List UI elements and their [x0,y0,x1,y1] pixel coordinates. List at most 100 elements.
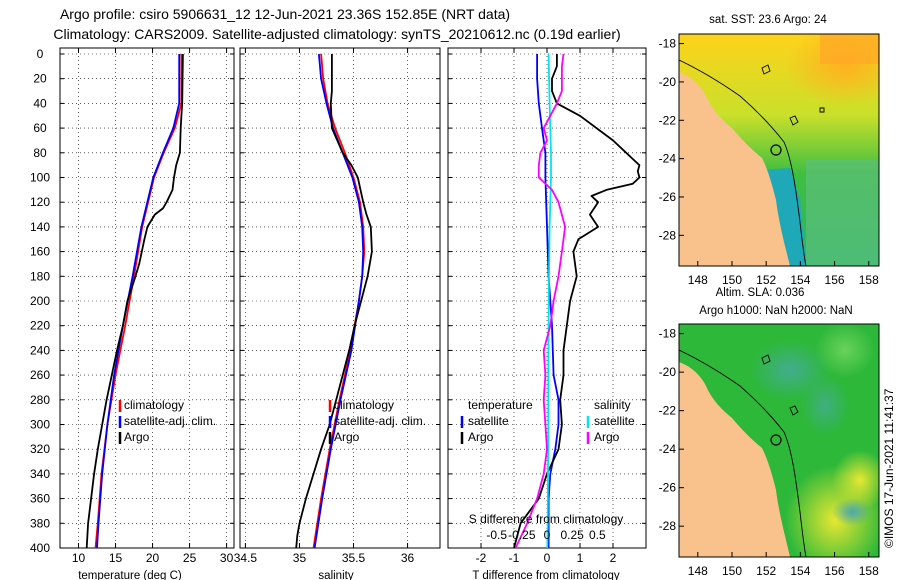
depth-tick-label: 40 [33,96,47,110]
lon-tick-label: 154 [790,273,810,287]
legend-label-sal-satellite: satellite [594,414,635,428]
legend-label-satellite-adj: satellite-adj. clim. [334,414,426,428]
salinity-difference-xlabel: S difference from climatology [469,512,624,526]
sla-map [679,324,879,557]
lat-tick-label: -26 [659,481,677,495]
sla-argo-location-marker [770,434,782,446]
depth-tick-label: 260 [30,368,50,382]
sla-map-frame [678,323,880,558]
lat-tick-label: -18 [659,327,677,341]
lat-tick-label: -24 [659,442,677,456]
depth-tick-label: 100 [30,171,50,185]
x-tick-label: 20 [146,551,160,565]
depth-tick-label: 180 [30,269,50,283]
depth-tick-label: 240 [30,343,50,357]
legend-title-temperature: temperature [468,398,533,412]
sst-reef-outline [761,64,825,126]
x-tick-label: 0 [544,551,551,565]
x-tick-label: 30 [220,551,234,565]
x-tick-label: 0.5 [589,528,606,542]
x-tick-label: 35.5 [342,551,366,565]
salinity-difference-tick-labels: -0.5 -0.25 0 0.25 0.5 [486,528,606,542]
depth-tick-label: 380 [30,516,50,530]
legend-label-satellite-adj: satellite-adj. clim. [124,414,216,428]
sla-map-title-line-2: Argo h1000: NaN h2000: NaN [699,305,852,317]
series-line-satellite-adj-clim- [313,53,365,549]
sst-map [679,34,879,266]
lon-tick-label: 154 [790,564,810,578]
lon-tick-label: 148 [688,564,708,578]
series-line-salinity-satellite [546,53,552,549]
depth-tick-label: 300 [30,418,50,432]
x-tick-label: -0.5 [486,528,507,542]
depth-tick-label: 20 [33,72,47,86]
difference-xlabel: T difference from climatology [472,570,619,580]
depth-tick-label: 220 [30,319,50,333]
legend-label-argo: Argo [334,430,360,444]
lon-tick-label: 158 [859,273,879,287]
x-tick-label: 10 [72,551,86,565]
depth-tick-label: 340 [30,467,50,481]
x-tick-label: -2 [476,551,487,565]
title-line-2: Climatology: CARS2009. Satellite-adjuste… [53,26,620,42]
title-line-1: Argo profile: csiro 5906631_12 12-Jun-20… [60,6,510,22]
depth-tick-label: 0 [37,47,44,61]
lat-tick-label: -22 [659,404,677,418]
depth-tick-label: 140 [30,220,50,234]
sst-land [679,72,790,266]
series-line-salinity-argo [514,53,566,549]
sst-warm-corner [820,34,879,64]
x-tick-label: 15 [109,551,123,565]
lat-tick-label: -22 [659,113,677,127]
lat-tick-label: -20 [659,365,677,379]
series-line-argo [85,53,184,549]
sst-map-lat-ticks: -18 -20 -22 -24 -26 -28 [659,37,684,242]
sla-map-title-line-1: Altim. SLA: 0.036 [716,287,805,299]
lon-tick-label: 156 [825,564,845,578]
depth-tick-label: 320 [30,442,50,456]
depth-tick-label: 200 [30,294,50,308]
x-tick-label: 35 [293,551,307,565]
depth-tick-labels: 0 20 40 60 80 100 120 140 160 180 200 220 240 260 280 3… [30,47,50,555]
sla-reef-outline [761,354,799,416]
sla-cool-patch [832,498,872,526]
depth-tick-label: 360 [30,492,50,506]
depth-tick-label: 80 [33,146,47,160]
depth-tick-label: 400 [30,541,50,555]
depth-tick-label: 60 [33,121,47,135]
salinity-xlabel: salinity [318,570,353,580]
sla-low-patch-2 [801,375,849,435]
lon-tick-label: 148 [688,273,708,287]
x-tick-label: 36 [401,551,415,565]
x-tick-label: 2 [610,551,617,565]
sla-warm-patch-2 [832,450,879,510]
difference-temperature-legend: temperature satellite Argo [460,398,533,444]
x-tick-label: 25 [183,551,197,565]
x-tick-label: 1 [577,551,584,565]
sst-patch [806,160,879,266]
salinity-x-tick-labels: 34.5 35 35.5 36 [234,551,415,565]
legend-label-climatology: climatology [124,398,184,412]
legend-label-temp-argo: Argo [468,430,494,444]
lon-tick-label: 158 [859,564,879,578]
sla-high-patch [815,324,875,378]
salinity-plot-area [239,47,441,549]
depth-tick-label: 120 [30,195,50,209]
sla-map-lat-ticks: -18 -20 -22 -24 -26 -28 [659,327,684,533]
legend-label-argo: Argo [124,430,150,444]
lat-tick-label: -18 [659,37,677,51]
x-tick-label: 0.25 [560,528,584,542]
lon-tick-label: 150 [722,273,742,287]
lon-tick-label: 152 [756,273,776,287]
x-tick-label: -1 [509,551,520,565]
sla-bathymetry-contour [679,349,807,557]
sst-bathymetry-contour [679,59,807,266]
legend-label-temp-satellite: satellite [468,414,509,428]
legend-title-salinity: salinity [594,398,631,412]
lat-tick-label: -20 [659,75,677,89]
temperature-x-tick-labels: 10 15 20 25 30 [72,551,234,565]
sst-map-lon-ticks: 148 150 152 154 156 158 [688,261,879,287]
sst-map-frame [678,33,880,267]
lat-tick-label: -28 [659,228,677,242]
